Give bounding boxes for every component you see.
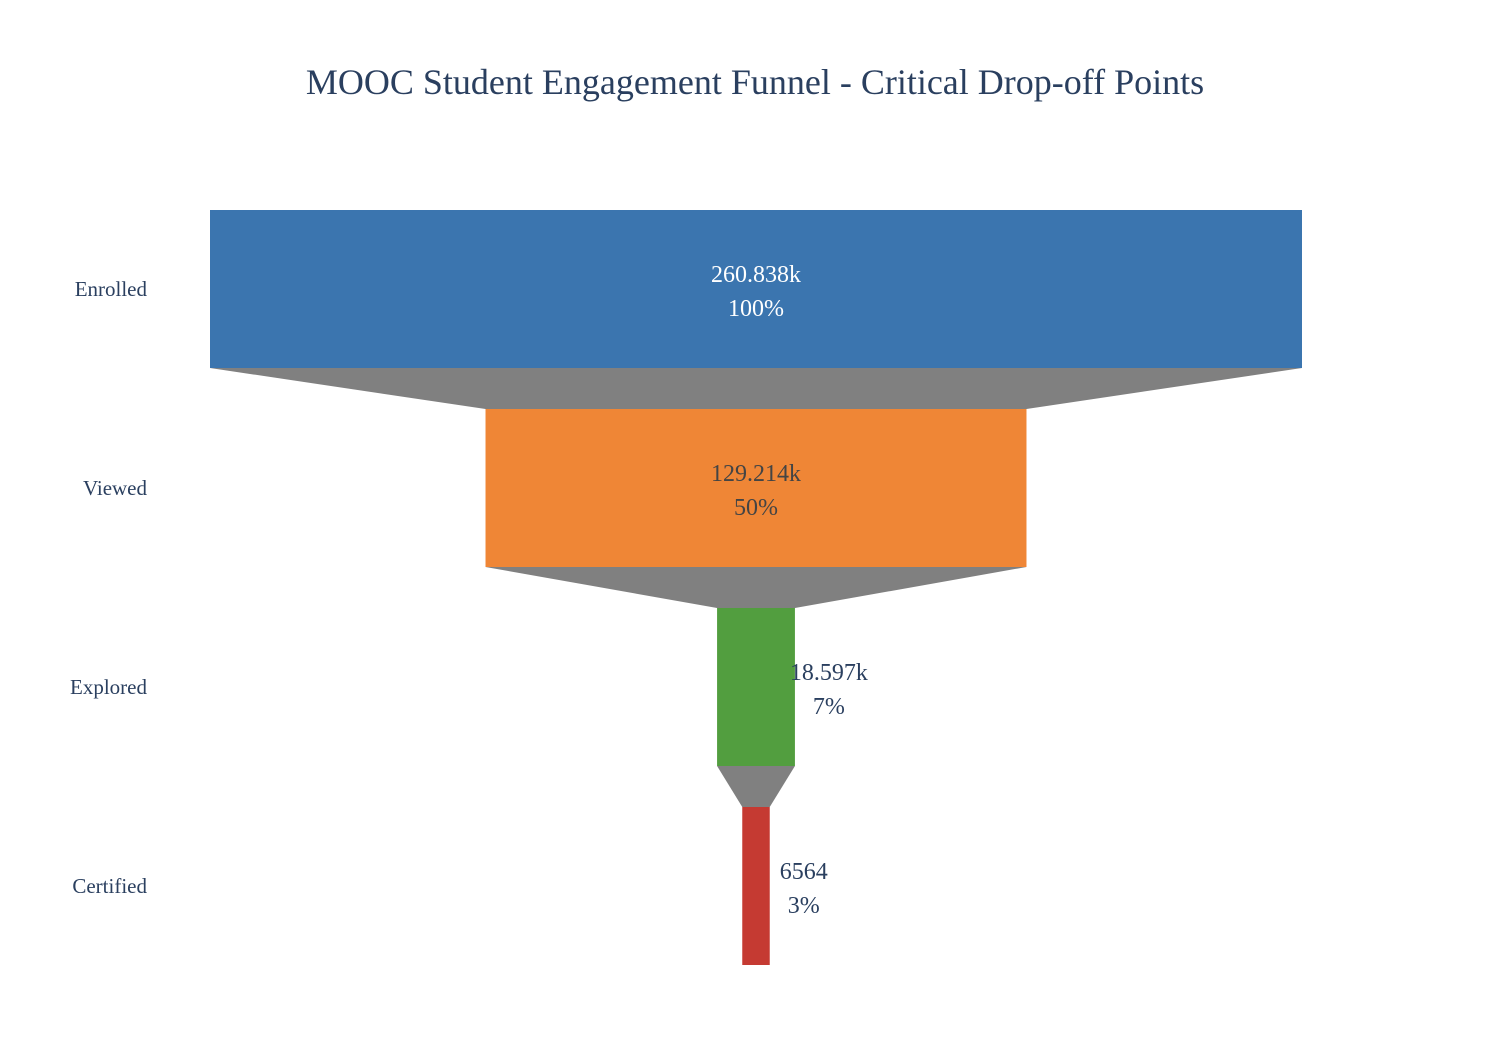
funnel-bars <box>210 210 1302 965</box>
value-label-viewed: 129.214k <box>711 461 801 487</box>
value-labels: 260.838k 100% 129.214k 50% 18.597k 7% 6564 3% <box>711 262 868 919</box>
category-labels: Enrolled Viewed Explored Certified <box>70 277 147 898</box>
funnel-bar-viewed <box>485 409 1027 567</box>
value-label-enrolled: 260.838k <box>711 262 801 288</box>
category-label-explored: Explored <box>70 675 147 699</box>
percent-label-certified: 3% <box>788 893 820 919</box>
funnel-connectors <box>210 368 1302 807</box>
value-label-certified: 6564 <box>780 859 828 885</box>
funnel-bar-certified <box>742 807 770 965</box>
percent-label-explored: 7% <box>813 694 845 720</box>
category-label-enrolled: Enrolled <box>75 277 148 301</box>
funnel-bar-enrolled <box>210 210 1302 368</box>
funnel-connector-viewed <box>485 567 1027 608</box>
category-label-viewed: Viewed <box>83 476 148 500</box>
funnel-connector-explored <box>717 766 795 807</box>
funnel-bar-explored <box>717 608 795 766</box>
percent-label-viewed: 50% <box>734 495 778 521</box>
funnel-connector-enrolled <box>210 368 1302 409</box>
percent-label-enrolled: 100% <box>728 296 784 322</box>
category-label-certified: Certified <box>72 874 147 898</box>
value-label-explored: 18.597k <box>790 660 868 686</box>
chart-title: MOOC Student Engagement Funnel - Critica… <box>306 62 1204 102</box>
